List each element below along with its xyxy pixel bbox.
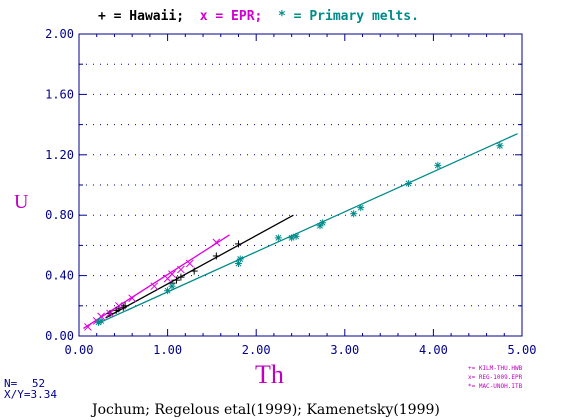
data-point-epr: [106, 309, 114, 318]
data-point-epr: [115, 301, 123, 310]
data-point-primary-melts: [357, 204, 365, 212]
x-tick-label: 2.00: [242, 343, 271, 357]
data-point-hawaii: [234, 240, 242, 248]
data-point-epr: [150, 282, 159, 291]
y-tick-label: 0.80: [45, 208, 74, 222]
data-point-primary-melts: [168, 282, 176, 290]
data-point-primary-melts: [405, 179, 413, 187]
data-point-epr: [177, 265, 185, 274]
y-axis-label: U: [14, 191, 29, 213]
data-point-primary-melts: [97, 317, 105, 325]
fit-line-primary-melts: [96, 133, 518, 325]
x-tick-label: 5.00: [508, 343, 537, 357]
data-point-epr: [128, 294, 137, 303]
x-tick-label: 4.00: [419, 343, 448, 357]
axis-ticks: 0.00 0.40 0.80 1.20 1.60 2.00 0.00 1.00 2.00 3.00…: [45, 27, 536, 357]
grid-lines: [79, 63, 522, 307]
data-point-epr: [84, 323, 92, 331]
ratio-stat: X/Y=3.34: [4, 388, 57, 401]
data-point-epr: [212, 238, 221, 247]
data-point-primary-melts: [350, 210, 358, 218]
plot-frame: [78, 33, 523, 337]
n-stat: N= 52: [4, 377, 45, 390]
data-point-epr: [168, 270, 176, 278]
data-point-hawaii: [190, 267, 198, 275]
y-tick-label: 0.40: [45, 269, 74, 283]
header-epr: x = EPR;: [200, 9, 270, 24]
data-point-primary-melts: [274, 234, 282, 242]
data-point-primary-melts: [292, 232, 300, 240]
header-hawaii: + = Hawaii;: [98, 9, 192, 24]
data-point-hawaii: [121, 302, 129, 310]
data-point-primary-melts: [164, 287, 172, 295]
data-point-hawaii: [172, 276, 180, 284]
chart-header: + = Hawaii; x = EPR; * = Primary melts.: [98, 9, 419, 24]
fit-lines: [83, 133, 518, 329]
ratio-label: X/Y=: [4, 388, 31, 401]
fit-line-epr: [83, 234, 230, 329]
data-point-hawaii: [212, 252, 220, 260]
data-point-primary-melts: [236, 255, 244, 263]
legend-primary-file: *= MAC-UNOH.ITB: [468, 383, 523, 390]
y-tick-label: 1.20: [45, 148, 74, 162]
ratio-value: 3.34: [31, 388, 58, 401]
data-point-hawaii: [177, 273, 185, 281]
y-tick-label: 0.00: [45, 329, 74, 343]
y-tick-label: 1.60: [45, 87, 74, 101]
x-tick-label: 0.00: [65, 343, 94, 357]
fit-line-hawaii: [105, 214, 294, 319]
data-points: [84, 142, 504, 331]
data-point-primary-melts: [319, 219, 327, 227]
x-tick-label: 3.00: [330, 343, 359, 357]
legend-epr-file: x= REG-1009.EPR: [468, 374, 523, 381]
header-primary: * = Primary melts.: [278, 9, 419, 24]
legend-hawaii-file: += KILM-THU.HWB: [468, 365, 523, 372]
data-point-epr: [185, 259, 194, 268]
x-axis-label: Th: [255, 360, 284, 389]
data-point-primary-melts: [434, 161, 442, 169]
footer-citation: Jochum; Regelous etal(1999); Kamenetsky(…: [90, 402, 440, 418]
data-point-primary-melts: [496, 142, 504, 150]
n-label: N=: [4, 377, 18, 390]
y-tick-label: 2.00: [45, 27, 74, 41]
n-value: 52: [32, 377, 45, 390]
x-tick-label: 1.00: [153, 343, 182, 357]
